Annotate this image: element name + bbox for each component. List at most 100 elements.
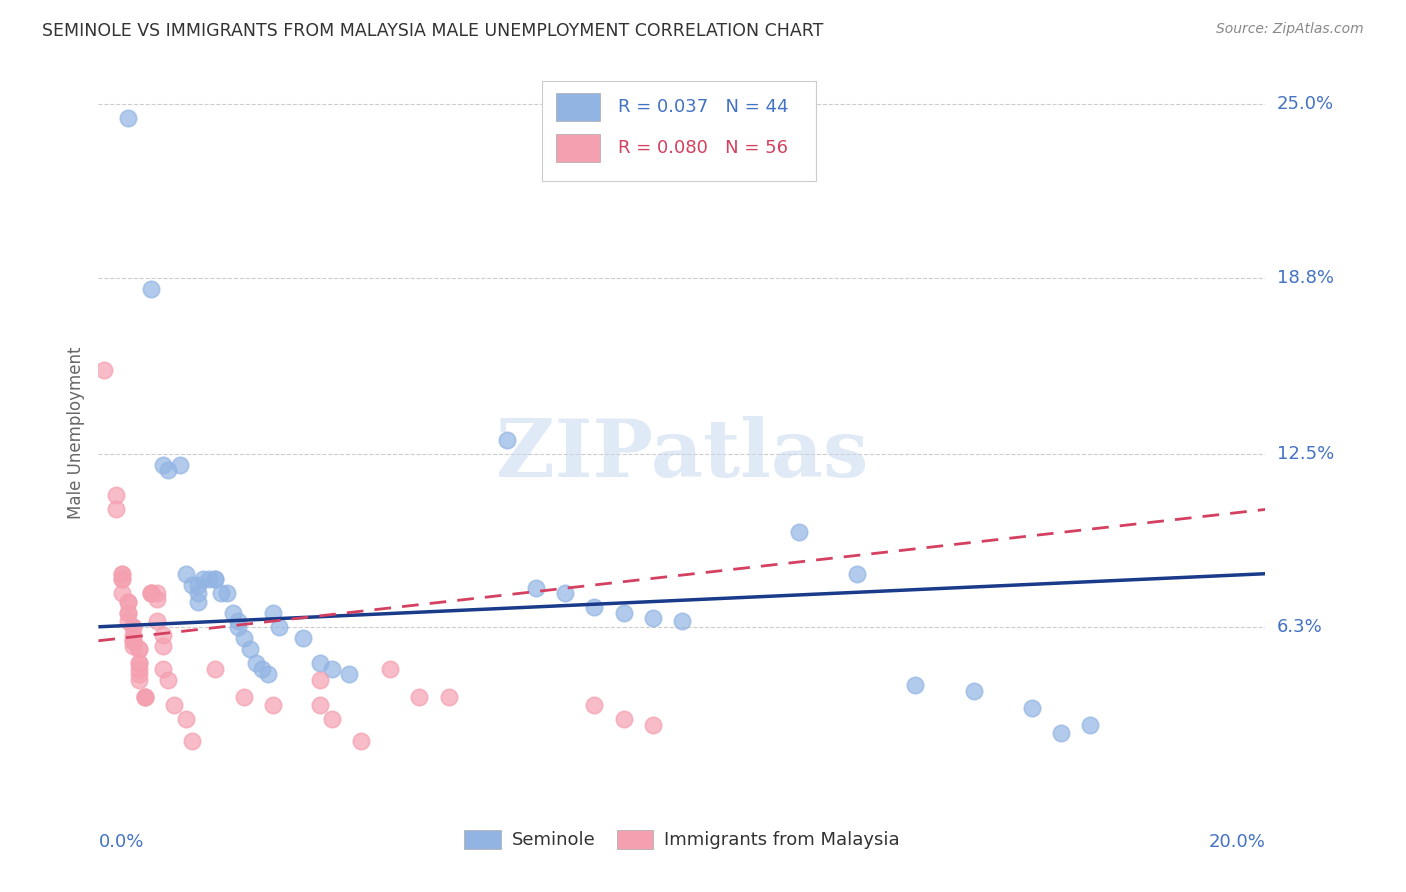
Point	[291, 631, 314, 645]
Text: 0.0%: 0.0%	[98, 833, 143, 851]
Point	[93, 363, 115, 377]
Point	[122, 628, 145, 642]
Point	[221, 606, 243, 620]
Text: 18.8%: 18.8%	[1277, 268, 1333, 286]
Point	[128, 642, 150, 657]
Point	[146, 586, 169, 600]
Point	[157, 673, 180, 687]
Point	[239, 642, 262, 657]
Point	[204, 662, 226, 676]
Text: 20.0%: 20.0%	[1209, 833, 1265, 851]
Point	[612, 606, 634, 620]
Point	[122, 633, 145, 648]
Text: ZIPatlas: ZIPatlas	[496, 416, 868, 494]
Point	[641, 611, 664, 625]
Point	[496, 433, 519, 447]
Text: 25.0%: 25.0%	[1277, 95, 1334, 113]
Point	[111, 566, 134, 581]
Point	[198, 572, 221, 586]
Point	[350, 734, 373, 748]
Y-axis label: Male Unemployment: Male Unemployment	[66, 346, 84, 519]
Point	[122, 631, 145, 645]
Point	[269, 620, 291, 634]
Point	[139, 586, 162, 600]
Point	[228, 620, 250, 634]
Point	[250, 662, 273, 676]
Point	[174, 566, 197, 581]
Point	[139, 586, 162, 600]
Point	[117, 606, 139, 620]
Bar	[555, 93, 600, 121]
Point	[787, 524, 810, 539]
Point	[152, 458, 174, 472]
Point	[134, 690, 156, 704]
Point	[152, 662, 174, 676]
Point	[583, 698, 606, 712]
Point	[157, 463, 180, 477]
Point	[228, 614, 250, 628]
Point	[554, 586, 576, 600]
Point	[128, 642, 150, 657]
Point	[380, 662, 402, 676]
Text: 12.5%: 12.5%	[1277, 444, 1334, 463]
Point	[134, 690, 156, 704]
Point	[408, 690, 430, 704]
Point	[139, 586, 162, 600]
Point	[152, 628, 174, 642]
Point	[187, 594, 209, 608]
Point	[180, 578, 202, 592]
Point	[262, 698, 284, 712]
Point	[233, 631, 256, 645]
Point	[122, 640, 145, 654]
Point	[904, 678, 927, 692]
Point	[139, 282, 162, 296]
Point	[122, 620, 145, 634]
Point	[128, 656, 150, 670]
Point	[104, 488, 127, 502]
Point	[122, 633, 145, 648]
Point	[128, 673, 150, 687]
Point	[117, 112, 139, 126]
Point	[337, 667, 360, 681]
Point	[962, 684, 984, 698]
Bar	[555, 134, 600, 161]
Text: R = 0.080   N = 56: R = 0.080 N = 56	[617, 138, 787, 157]
Point	[583, 600, 606, 615]
Point	[256, 667, 278, 681]
Point	[309, 673, 332, 687]
Point	[163, 698, 186, 712]
Point	[846, 566, 869, 581]
Point	[117, 594, 139, 608]
Point	[612, 712, 634, 726]
Point	[152, 640, 174, 654]
Text: 6.3%: 6.3%	[1277, 618, 1322, 636]
Point	[215, 586, 238, 600]
Point	[117, 606, 139, 620]
Point	[524, 581, 547, 595]
Point	[111, 586, 134, 600]
Point	[262, 606, 284, 620]
Point	[209, 586, 232, 600]
Point	[321, 662, 343, 676]
Point	[309, 656, 332, 670]
Point	[128, 656, 150, 670]
Text: SEMINOLE VS IMMIGRANTS FROM MALAYSIA MALE UNEMPLOYMENT CORRELATION CHART: SEMINOLE VS IMMIGRANTS FROM MALAYSIA MAL…	[42, 22, 824, 40]
Point	[1021, 701, 1043, 715]
Point	[245, 656, 267, 670]
Point	[111, 566, 134, 581]
Point	[233, 690, 256, 704]
Point	[187, 578, 209, 592]
Point	[309, 698, 332, 712]
Point	[437, 690, 460, 704]
Point	[146, 591, 169, 606]
Point	[1080, 717, 1102, 731]
Point	[180, 734, 202, 748]
Point	[204, 572, 226, 586]
Point	[128, 667, 150, 681]
FancyBboxPatch shape	[541, 81, 815, 181]
Point	[111, 572, 134, 586]
Point	[321, 712, 343, 726]
Point	[117, 594, 139, 608]
Text: R = 0.037   N = 44: R = 0.037 N = 44	[617, 98, 789, 116]
Point	[134, 690, 156, 704]
